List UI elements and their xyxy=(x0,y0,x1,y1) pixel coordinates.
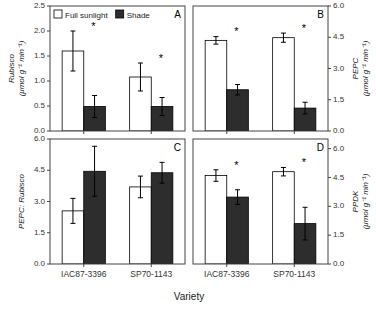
legend-swatch xyxy=(116,10,124,18)
bar xyxy=(205,40,227,131)
marks xyxy=(62,146,173,264)
error-bar xyxy=(138,63,143,91)
error-bar xyxy=(92,96,97,118)
error-bar xyxy=(213,37,218,45)
y-tick-label: 2.5 xyxy=(34,1,46,10)
y-tick-label: 1.5 xyxy=(34,228,46,237)
y-tick-label: 1.5 xyxy=(34,51,46,60)
frame xyxy=(193,139,328,264)
annotation: * xyxy=(159,52,164,64)
y-axis-label: PEPC: Rubisco xyxy=(17,173,26,229)
x-tick-label: SP70-1143 xyxy=(130,269,172,279)
frame xyxy=(193,6,328,131)
annotation: * xyxy=(302,156,307,168)
marks xyxy=(205,33,316,131)
error-bar xyxy=(235,85,240,95)
panel-label: C xyxy=(174,142,181,153)
bar xyxy=(227,90,249,131)
error-bar xyxy=(281,167,286,175)
bar xyxy=(205,176,227,264)
error-bar xyxy=(303,102,308,114)
annotation: * xyxy=(234,25,239,37)
y-tick-label: 3.0 xyxy=(333,64,345,73)
error-bar xyxy=(281,33,286,42)
y-tick-label: 4.5 xyxy=(333,32,345,41)
x-tick-label: IAC87-3396 xyxy=(61,269,107,279)
frame xyxy=(50,6,185,131)
y-tick-label: 6.0 xyxy=(333,1,345,10)
y-axis-label: (μmol g⁻¹ min⁻¹) xyxy=(361,40,370,96)
panel: 0.0 1.5 3.0 4.5 6.0 * * B PEPC(μmol g⁻¹ min⁻¹) xyxy=(193,1,370,135)
frame xyxy=(50,139,185,264)
x-tick-label: IAC87-3396 xyxy=(204,269,250,279)
annotation: * xyxy=(91,20,96,32)
error-bar xyxy=(235,190,240,205)
y-tick-label: 1.0 xyxy=(34,76,46,85)
panel: 0.0 1.5 3.0 4.5 6.0 IAC87-3396 SP70-1143 * * D PPD… xyxy=(193,139,370,279)
bar xyxy=(273,172,295,264)
y-axis-label: (μmol g⁻¹ min⁻¹) xyxy=(361,173,370,229)
error-bar xyxy=(160,98,165,116)
legend-swatch xyxy=(54,10,62,18)
error-bar xyxy=(70,31,75,71)
panel-label: B xyxy=(317,9,324,20)
y-tick-label: 0.0 xyxy=(34,259,46,268)
bar xyxy=(130,187,152,264)
y-tick-label: 0.0 xyxy=(333,259,345,268)
x-axis-label: Variety xyxy=(174,291,204,302)
y-tick-label: 4.5 xyxy=(34,165,46,174)
marks xyxy=(62,31,173,131)
bar xyxy=(227,197,249,264)
error-bar xyxy=(138,176,143,198)
y-tick-label: 6.0 xyxy=(34,134,46,143)
y-tick-label: 4.5 xyxy=(333,173,345,182)
error-bar xyxy=(92,146,97,196)
error-bar xyxy=(303,207,308,240)
marks xyxy=(205,167,316,264)
x-tick-label: SP70-1143 xyxy=(273,269,315,279)
legend: Full sunlight Shade xyxy=(54,10,150,20)
y-tick-label: 1.5 xyxy=(333,230,345,239)
panel: 0.00.51.01.52.02.5**AFull sunlightShadeR… xyxy=(7,1,185,135)
panel: 0.0 1.5 3.0 4.5 6.0 IAC87-3396 SP70-1143 C PEPC:… xyxy=(17,134,204,302)
error-bar xyxy=(70,198,75,223)
chart: 0.0 0.5 1.0 1.5 2.0 2.5 * * A Full sunlight Shade R… xyxy=(0,0,376,310)
bar xyxy=(273,38,295,131)
legend-label: Full sunlight xyxy=(65,11,108,20)
error-bar xyxy=(213,170,218,182)
panel-label: D xyxy=(317,142,324,153)
annotation: * xyxy=(234,159,239,171)
y-tick-label: 1.5 xyxy=(333,95,345,104)
y-tick-label: 3.0 xyxy=(333,201,345,210)
y-tick-label: 2.0 xyxy=(34,26,46,35)
y-axis-label: PEPC xyxy=(351,57,360,79)
y-tick-label: 6.0 xyxy=(333,144,345,153)
legend-label: Shade xyxy=(127,11,151,20)
annotation: * xyxy=(302,22,307,34)
bar xyxy=(151,173,173,264)
y-axis-label: PPDK xyxy=(351,190,360,212)
y-tick-label: 0.0 xyxy=(333,126,345,135)
y-tick-label: 0.5 xyxy=(34,101,46,110)
y-axis-label: (μmol g⁻¹ min⁻¹) xyxy=(17,40,26,96)
y-axis-label: Rubisco xyxy=(7,54,16,83)
panel-label: A xyxy=(174,9,181,20)
y-tick-label: 3.0 xyxy=(34,197,46,206)
error-bar xyxy=(160,162,165,183)
